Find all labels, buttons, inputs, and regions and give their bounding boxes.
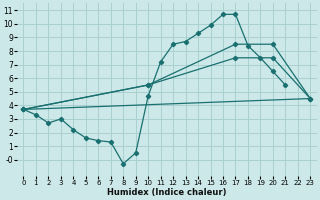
X-axis label: Humidex (Indice chaleur): Humidex (Indice chaleur)	[107, 188, 227, 197]
